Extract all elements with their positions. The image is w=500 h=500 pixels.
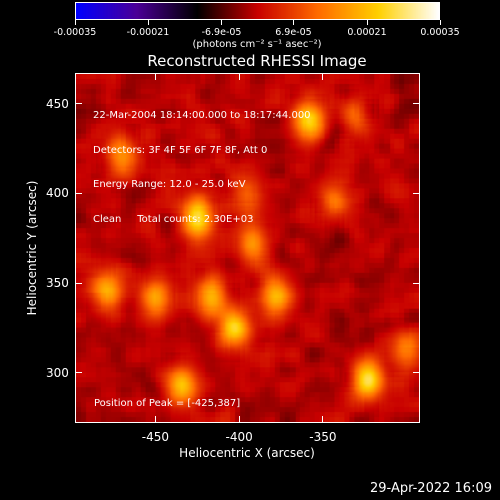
colorbar-tick-label: 6.9e-05	[275, 27, 312, 38]
peak-position: Position of Peak = [-425,387]	[94, 398, 241, 409]
info-total-counts: Clean Total counts: 2.30E+03	[93, 213, 254, 225]
chart-title: Reconstructed RHESSI Image	[147, 52, 367, 70]
y-tick-label: 350	[46, 276, 69, 290]
colorbar-ticks	[74, 20, 441, 26]
colorbar-gradient	[75, 2, 440, 20]
y-tick	[75, 192, 82, 194]
y-tick	[75, 282, 82, 284]
x-tick	[238, 73, 240, 80]
observation-info: 22-Mar-2004 18:14:00.000 to 18:17:44.000…	[93, 87, 311, 248]
y-tick	[413, 282, 420, 284]
x-tick	[154, 73, 156, 80]
colorbar-tick	[74, 20, 76, 25]
colorbar-units: (photons cm⁻² s⁻¹ asec⁻²)	[192, 39, 322, 50]
x-tick	[322, 416, 324, 423]
y-tick-label: 300	[46, 365, 69, 380]
heatmap-image	[76, 74, 419, 422]
x-tick	[238, 416, 240, 423]
x-tick	[154, 416, 156, 423]
y-tick-label: 400	[46, 186, 69, 201]
colorbar-tick	[292, 20, 294, 25]
y-tick	[413, 192, 420, 194]
x-tick-label: -350	[309, 430, 337, 444]
y-tick-label: 450	[46, 96, 69, 111]
colorbar-tick	[366, 20, 368, 25]
y-tick	[75, 103, 82, 104]
plot-area: 22-Mar-2004 18:14:00.000 to 18:17:44.000…	[75, 73, 420, 423]
colorbar-tick	[439, 20, 441, 25]
colorbar-tick-label: -0.00035	[53, 27, 97, 38]
colorbar-tick	[221, 20, 223, 25]
y-axis-label: Heliocentric Y (arcsec)	[25, 180, 39, 316]
x-tick-label: -450	[141, 430, 169, 444]
colorbar-tick-label: 0.00035	[420, 27, 460, 38]
x-axis-label: Heliocentric X (arcsec)	[179, 446, 315, 460]
footer-timestamp: 29-Apr-2022 16:09	[370, 481, 492, 496]
colorbar-tick-label: 0.00021	[347, 27, 387, 38]
info-energy-range: Energy Range: 12.0 - 25.0 keV	[93, 179, 246, 190]
y-tick	[413, 103, 420, 104]
colorbar-tick-label: -0.00021	[126, 27, 170, 38]
x-tick-label: -400	[225, 430, 253, 444]
y-tick	[75, 372, 82, 374]
colorbar-tick-label: -6.9e-05	[201, 27, 242, 38]
y-tick	[413, 372, 420, 374]
info-time-range: 22-Mar-2004 18:14:00.000 to 18:17:44.000	[93, 110, 311, 121]
colorbar-tick	[147, 20, 149, 25]
x-tick	[322, 73, 324, 80]
info-detectors: Detectors: 3F 4F 5F 6F 7F 8F, Att 0	[93, 144, 268, 156]
colorbar	[75, 2, 440, 20]
